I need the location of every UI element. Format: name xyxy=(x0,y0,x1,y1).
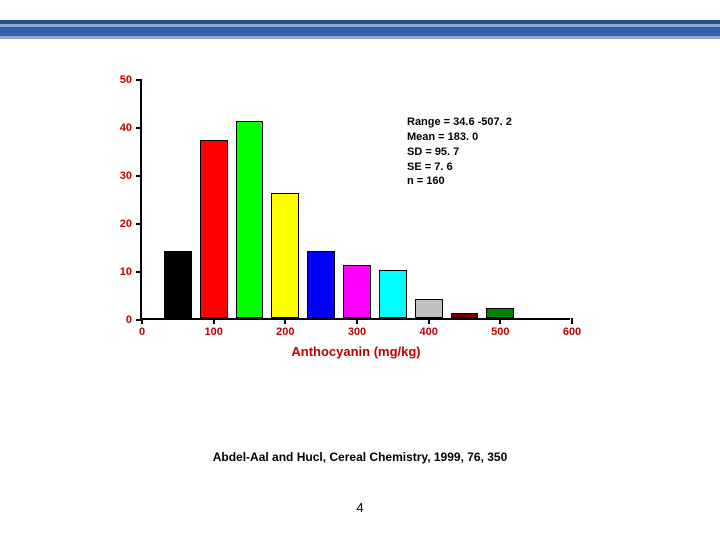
y-tick-label: 0 xyxy=(126,314,132,326)
x-tick-label: 600 xyxy=(563,326,581,338)
header-band-core xyxy=(0,27,720,36)
x-tick-label: 400 xyxy=(419,326,437,338)
stats-line: Mean = 183. 0 xyxy=(407,130,512,145)
y-tick xyxy=(136,127,142,129)
plot-area: Range = 34.6 -507. 2Mean = 183. 0SD = 95… xyxy=(140,80,570,320)
header-band-inner-bot xyxy=(0,36,720,39)
bar xyxy=(236,121,264,318)
page-number: 4 xyxy=(0,500,720,515)
chart-container: Range = 34.6 -507. 2Mean = 183. 0SD = 95… xyxy=(80,60,600,370)
x-tick-label: 500 xyxy=(491,326,509,338)
bar xyxy=(415,299,443,318)
bar xyxy=(379,270,407,318)
stats-line: Range = 34.6 -507. 2 xyxy=(407,115,512,130)
citation-text: Abdel-Aal and Hucl, Cereal Chemistry, 19… xyxy=(0,450,720,464)
y-tick-label: 50 xyxy=(120,74,132,86)
y-tick-label: 20 xyxy=(120,218,132,230)
bar xyxy=(200,140,228,318)
y-tick-label: 40 xyxy=(120,122,132,134)
stats-line: n = 160 xyxy=(407,174,512,189)
x-tick xyxy=(499,318,501,324)
y-tick-label: 30 xyxy=(120,170,132,182)
x-tick xyxy=(571,318,573,324)
bar xyxy=(486,308,514,318)
y-tick xyxy=(136,79,142,81)
x-tick xyxy=(213,318,215,324)
y-tick xyxy=(136,223,142,225)
x-tick xyxy=(428,318,430,324)
x-tick xyxy=(141,318,143,324)
bar xyxy=(164,251,192,318)
x-tick xyxy=(284,318,286,324)
stats-box: Range = 34.6 -507. 2Mean = 183. 0SD = 95… xyxy=(407,115,512,189)
x-tick-label: 100 xyxy=(204,326,222,338)
x-tick-label: 300 xyxy=(348,326,366,338)
bar xyxy=(451,313,479,318)
bar xyxy=(307,251,335,318)
x-tick-label: 0 xyxy=(139,326,145,338)
y-tick-label: 10 xyxy=(120,266,132,278)
y-tick xyxy=(136,271,142,273)
x-tick-label: 200 xyxy=(276,326,294,338)
x-axis-title: Anthocyanin (mg/kg) xyxy=(291,344,420,359)
bar xyxy=(271,193,299,318)
x-tick xyxy=(356,318,358,324)
bar xyxy=(343,265,371,318)
y-tick xyxy=(136,175,142,177)
stats-line: SE = 7. 6 xyxy=(407,160,512,175)
stats-line: SD = 95. 7 xyxy=(407,145,512,160)
